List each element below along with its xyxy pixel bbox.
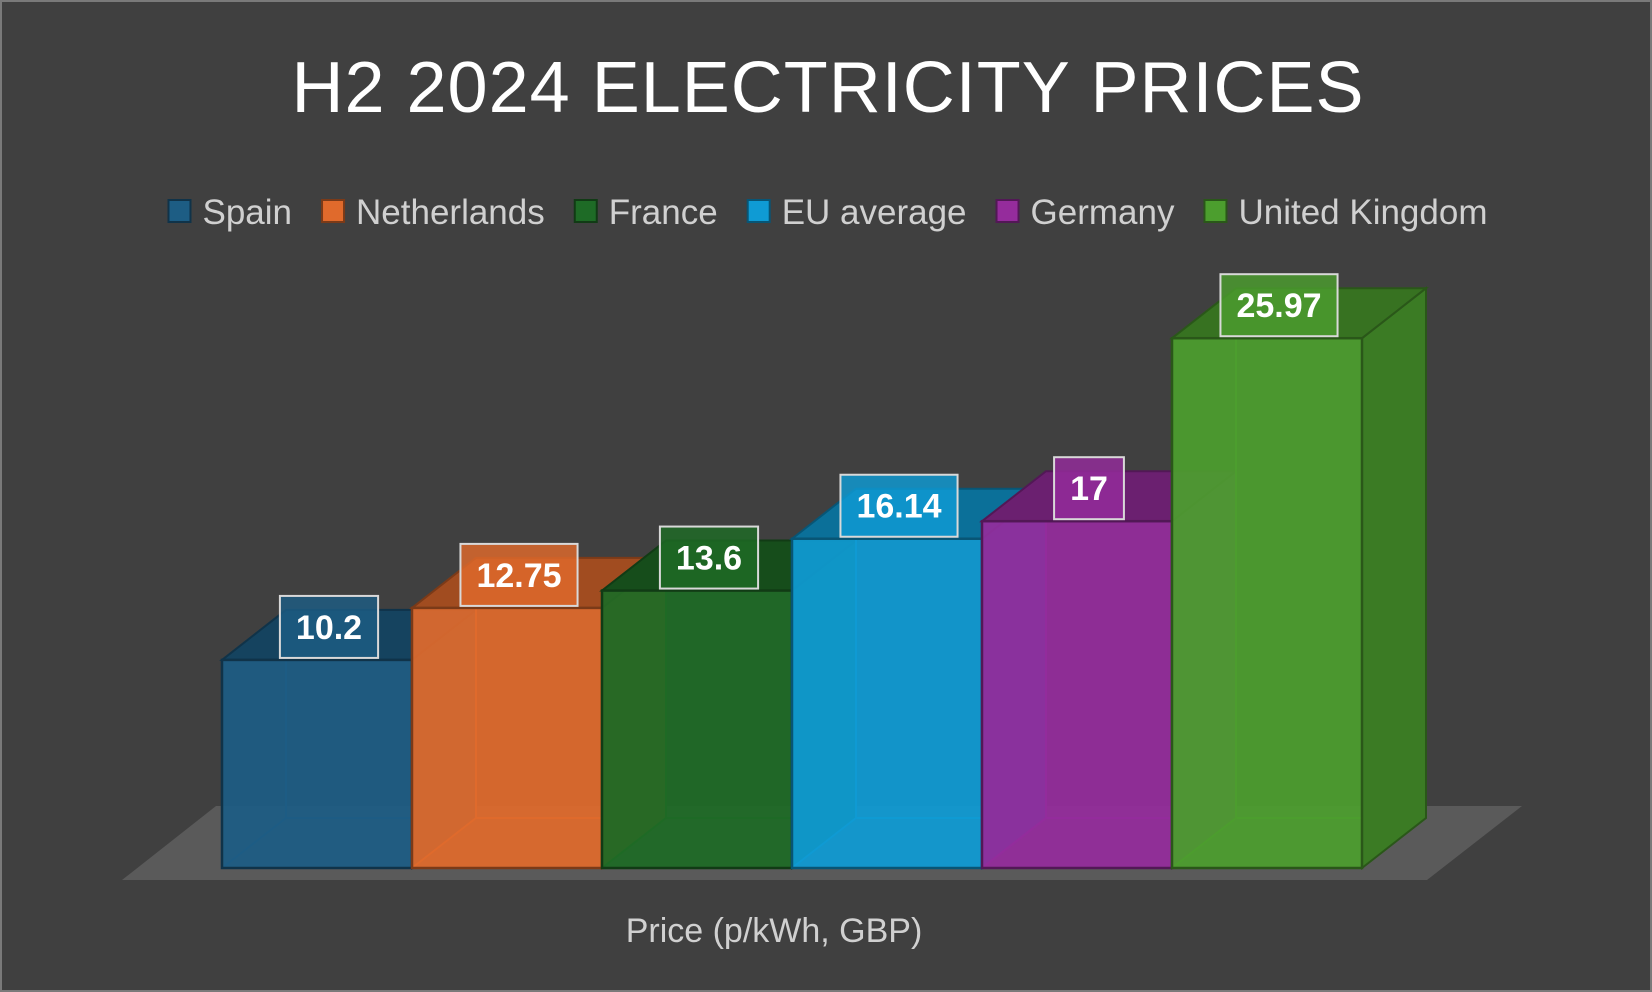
- bar-front-face: [980, 519, 1174, 870]
- legend-swatch: [321, 199, 346, 223]
- data-label-united-kingdom: 25.97: [1219, 273, 1339, 338]
- bar-front-face: [1170, 336, 1364, 870]
- data-label-value: 12.75: [476, 557, 561, 595]
- legend-label: EU average: [782, 193, 967, 232]
- legend-label: Netherlands: [356, 193, 545, 232]
- legend-item-eu-average: EU average: [746, 193, 967, 232]
- data-label-value: 10.2: [296, 609, 362, 647]
- bar-side-face: [1361, 286, 1427, 871]
- bar-united-kingdom: [1169, 286, 1429, 871]
- bars: [219, 286, 1429, 871]
- legend-swatch: [1203, 199, 1228, 223]
- data-label-france: 13.6: [658, 525, 760, 590]
- data-label-box: [1053, 456, 1125, 521]
- data-label-box: [1219, 273, 1339, 338]
- legend-item-united-kingdom: United Kingdom: [1203, 193, 1488, 232]
- legend-label: Spain: [202, 193, 292, 232]
- legend-item-germany: Germany: [995, 193, 1175, 232]
- legend-swatch: [573, 199, 598, 223]
- data-label-box: [839, 473, 959, 538]
- bar-front-face: [220, 658, 414, 870]
- legend-item-netherlands: Netherlands: [321, 193, 545, 232]
- legend-swatch: [746, 199, 771, 223]
- bar-front-face: [410, 606, 604, 870]
- legend-label: France: [609, 193, 718, 232]
- legend-swatch: [167, 199, 192, 223]
- data-label-spain: 10.2: [278, 594, 380, 659]
- chart-title: H2 2024 ELECTRICITY PRICES: [291, 48, 1364, 128]
- data-label-germany: 17: [1053, 456, 1125, 521]
- legend-swatch: [995, 199, 1020, 223]
- data-label-box: [658, 525, 760, 590]
- data-label-value: 13.6: [676, 540, 742, 578]
- data-label-box: [459, 542, 579, 607]
- data-label-value: 17: [1070, 470, 1108, 508]
- bar-front-face: [790, 537, 984, 870]
- data-label-value: 16.14: [856, 488, 941, 526]
- bar-front-face: [600, 589, 794, 870]
- data-label-value: 25.97: [1236, 287, 1321, 325]
- legend-label: United Kingdom: [1238, 193, 1487, 232]
- legend-item-france: France: [573, 193, 718, 232]
- data-labels: 10.2 12.75 13.6 16.14 17 25.97: [278, 273, 1339, 659]
- x-axis-label: Price (p/kWh, GBP): [626, 912, 923, 950]
- legend-item-spain: Spain: [167, 193, 292, 232]
- legend: Spain Netherlands France EU average Germany U…: [167, 193, 1488, 232]
- legend-label: Germany: [1031, 193, 1175, 232]
- data-label-eu-average: 16.14: [839, 473, 959, 538]
- data-label-box: [278, 594, 380, 659]
- data-label-netherlands: 12.75: [459, 542, 579, 607]
